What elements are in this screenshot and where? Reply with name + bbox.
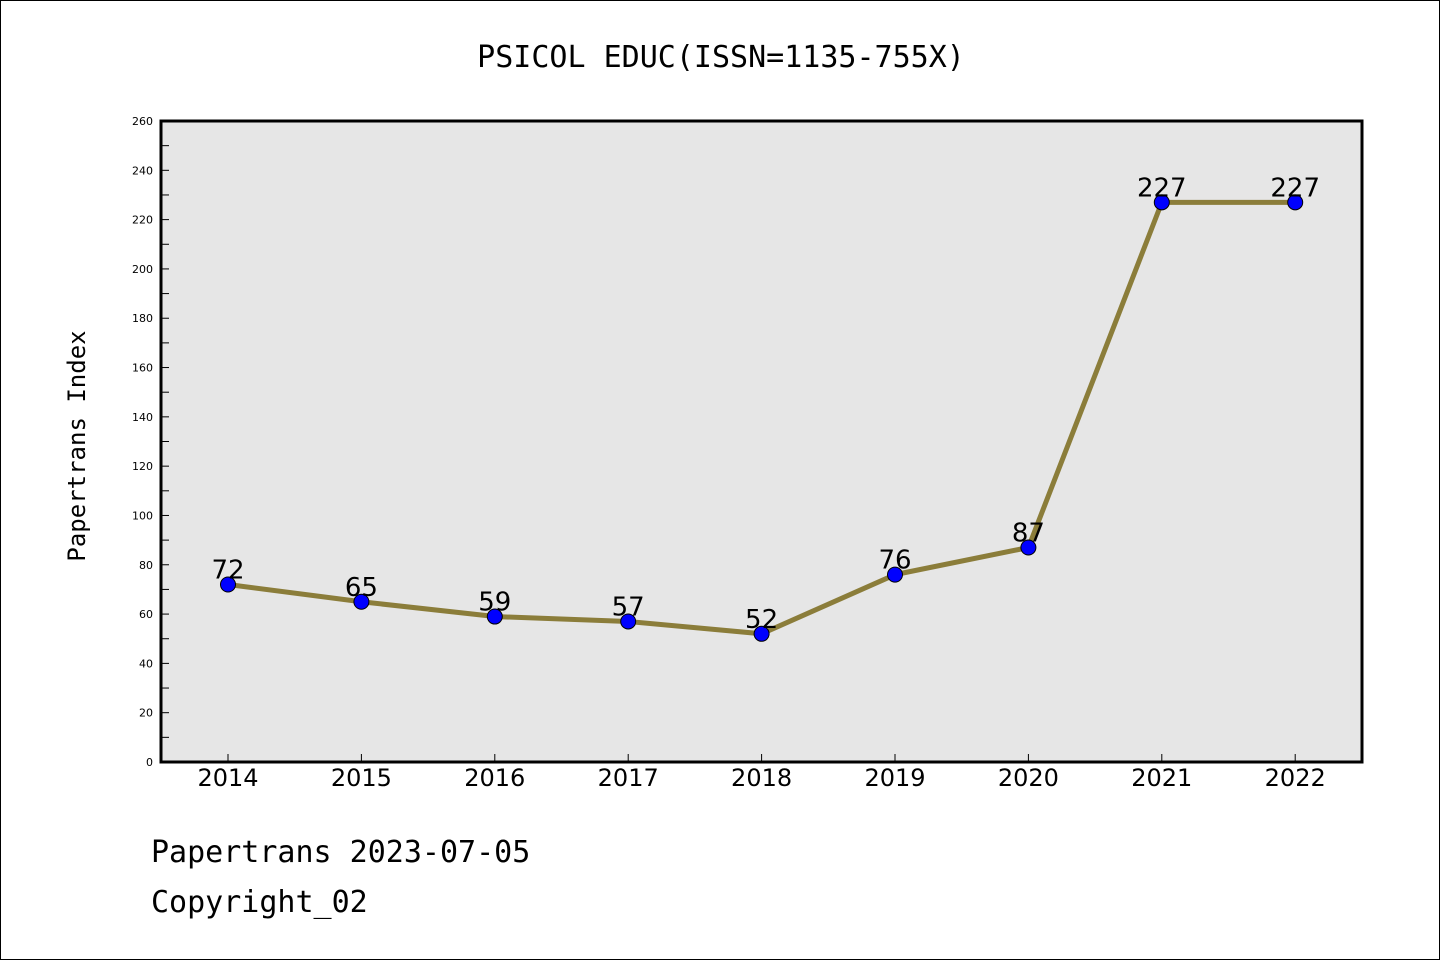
data-label: 52 bbox=[745, 605, 778, 635]
x-tick-label: 2015 bbox=[331, 764, 392, 792]
data-label: 57 bbox=[612, 592, 645, 622]
plot-area bbox=[161, 121, 1362, 762]
y-tick-label: 0 bbox=[146, 756, 153, 769]
y-tick-label: 20 bbox=[139, 707, 153, 720]
data-labels: 72 65 59 57 52 76 87 227 227 bbox=[211, 173, 1320, 634]
data-label: 227 bbox=[1137, 173, 1187, 203]
data-point bbox=[220, 576, 236, 593]
chart-title: PSICOL EDUC(ISSN=1135-755X) bbox=[477, 40, 965, 75]
data-point bbox=[353, 593, 370, 610]
y-tick-label: 80 bbox=[139, 559, 153, 572]
x-tick-label: 2016 bbox=[464, 764, 525, 792]
x-tick-label: 2019 bbox=[864, 764, 925, 792]
y-tick-label: 60 bbox=[139, 608, 153, 621]
y-tick-label: 40 bbox=[139, 657, 153, 670]
x-tick-label: 2014 bbox=[197, 764, 258, 792]
data-label: 59 bbox=[478, 588, 511, 618]
data-point bbox=[1020, 539, 1037, 556]
data-label: 87 bbox=[1012, 519, 1045, 549]
x-tick-label: 2018 bbox=[731, 764, 792, 792]
footer-date: Papertrans 2023-07-05 bbox=[151, 835, 531, 870]
x-tick-label: 2017 bbox=[598, 764, 659, 792]
x-tick-label: 2021 bbox=[1131, 764, 1192, 792]
data-point bbox=[486, 608, 503, 625]
y-tick-label: 120 bbox=[132, 460, 153, 473]
data-label: 72 bbox=[211, 555, 244, 585]
y-tick-label: 220 bbox=[132, 214, 153, 227]
y-tick-label: 180 bbox=[132, 312, 153, 325]
y-axis: 0 20 40 60 80 100 120 140 160 180 200 220 240 260 bbox=[132, 115, 169, 769]
y-axis-label: Papertrans Index bbox=[63, 330, 91, 561]
data-point bbox=[620, 613, 637, 630]
footer-copyright: Copyright_02 bbox=[151, 885, 368, 920]
y-tick-label: 240 bbox=[132, 164, 153, 177]
x-tick-label: 2022 bbox=[1265, 764, 1326, 792]
plot-border bbox=[159, 119, 1364, 764]
data-point bbox=[1287, 194, 1304, 211]
data-point bbox=[753, 625, 770, 642]
y-tick-label: 160 bbox=[132, 362, 153, 375]
data-label: 76 bbox=[878, 546, 911, 576]
data-label: 65 bbox=[345, 573, 378, 603]
y-tick-label: 200 bbox=[132, 263, 153, 276]
x-tick-label: 2020 bbox=[998, 764, 1059, 792]
data-label: 227 bbox=[1270, 173, 1320, 203]
y-tick-label: 260 bbox=[132, 115, 153, 128]
y-tick-label: 100 bbox=[132, 509, 153, 522]
data-point bbox=[887, 566, 903, 583]
data-point bbox=[1153, 194, 1170, 211]
y-tick-label: 140 bbox=[132, 411, 153, 424]
x-axis: 2014 2015 2016 2017 2018 2019 2020 2021 2022 bbox=[197, 754, 1326, 792]
data-markers bbox=[220, 194, 1304, 642]
